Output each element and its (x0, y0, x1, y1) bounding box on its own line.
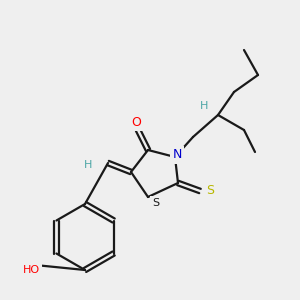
Text: N: N (172, 148, 182, 161)
Text: S: S (152, 198, 160, 208)
Text: H: H (84, 160, 92, 170)
Text: O: O (131, 116, 141, 128)
Text: S: S (206, 184, 214, 196)
Text: HO: HO (22, 265, 40, 275)
Text: H: H (200, 101, 208, 111)
